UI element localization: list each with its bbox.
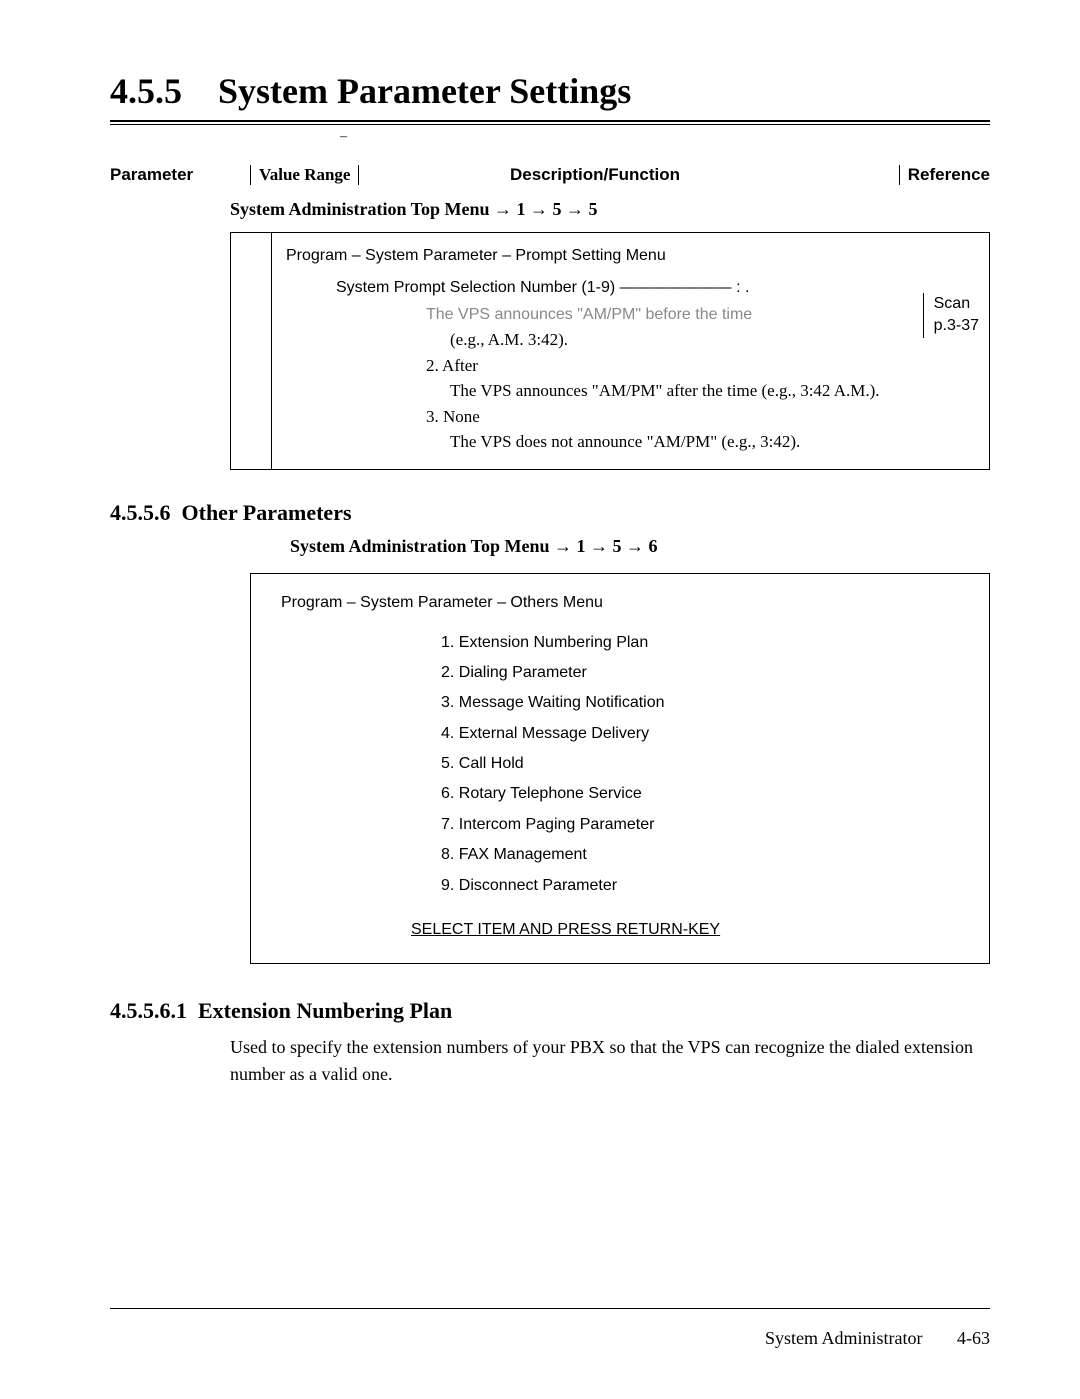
option-1-faded: The VPS announces "AM/PM" before the tim…: [426, 303, 979, 327]
menu-path-1: Program – System Parameter – Prompt Sett…: [286, 247, 979, 265]
col-reference: Reference: [899, 165, 990, 185]
nav-path-1: System Administration Top Menu → 1 → 5 →…: [230, 199, 990, 220]
option-2-title: 2. After: [426, 353, 979, 379]
section-5561-body: Used to specify the extension numbers of…: [230, 1034, 990, 1088]
footer-page-number: 4-63: [957, 1328, 990, 1348]
option-block: The VPS announces "AM/PM" before the tim…: [426, 303, 979, 455]
list-item: 4. External Message Delivery: [441, 719, 959, 749]
title-underline: [110, 120, 990, 125]
list-item: 7. Intercom Paging Parameter: [441, 810, 959, 840]
list-item: 3. Message Waiting Notification: [441, 688, 959, 718]
prompt-setting-box: Program – System Parameter – Prompt Sett…: [230, 232, 990, 470]
list-item: 1. Extension Numbering Plan: [441, 628, 959, 658]
dash-mark: –: [340, 129, 990, 145]
option-2-body: The VPS announces "AM/PM" after the time…: [450, 378, 979, 404]
col-value-range: Value Range: [250, 165, 359, 185]
col-description: Description/Function: [510, 165, 680, 185]
col-parameter: Parameter: [110, 165, 193, 185]
menu-path-2: Program – System Parameter – Others Menu: [281, 594, 959, 612]
option-3-body: The VPS does not announce "AM/PM" (e.g.,…: [450, 429, 979, 455]
list-item: 8. FAX Management: [441, 840, 959, 870]
page-footer: System Administrator 4-63: [765, 1328, 990, 1349]
footer-label: System Administrator: [765, 1328, 923, 1348]
section-other-parameters: 4.5.5.6 Other Parameters System Administ…: [110, 500, 990, 965]
page-title: 4.5.5 System Parameter Settings: [110, 70, 990, 112]
prompt-selection-line: System Prompt Selection Number (1-9) ———…: [336, 279, 979, 297]
list-item: 5. Call Hold: [441, 749, 959, 779]
section-5561-title: 4.5.5.6.1 Extension Numbering Plan: [110, 998, 990, 1024]
option-3-title: 3. None: [426, 404, 979, 430]
others-menu-box: Program – System Parameter – Others Menu…: [250, 573, 990, 965]
list-item: 6. Rotary Telephone Service: [441, 779, 959, 809]
nav-path-2: System Administration Top Menu → 1 → 5 →…: [290, 536, 990, 557]
option-1-eg: (e.g., A.M. 3:42).: [450, 327, 979, 353]
select-instruction: SELECT ITEM AND PRESS RETURN-KEY: [411, 921, 959, 939]
table-header-row: Parameter Value Range Description/Functi…: [110, 165, 990, 193]
section-extension-numbering: 4.5.5.6.1 Extension Numbering Plan Used …: [110, 998, 990, 1088]
footer-rule: [110, 1308, 990, 1309]
ref-scan: Scan: [934, 293, 979, 315]
others-menu-list: 1. Extension Numbering Plan 2. Dialing P…: [441, 628, 959, 902]
reference-box: Scan p.3-37: [923, 293, 979, 338]
list-item: 9. Disconnect Parameter: [441, 871, 959, 901]
section-556-title: 4.5.5.6 Other Parameters: [110, 500, 990, 526]
ref-page: p.3-37: [934, 315, 979, 337]
list-item: 2. Dialing Parameter: [441, 658, 959, 688]
